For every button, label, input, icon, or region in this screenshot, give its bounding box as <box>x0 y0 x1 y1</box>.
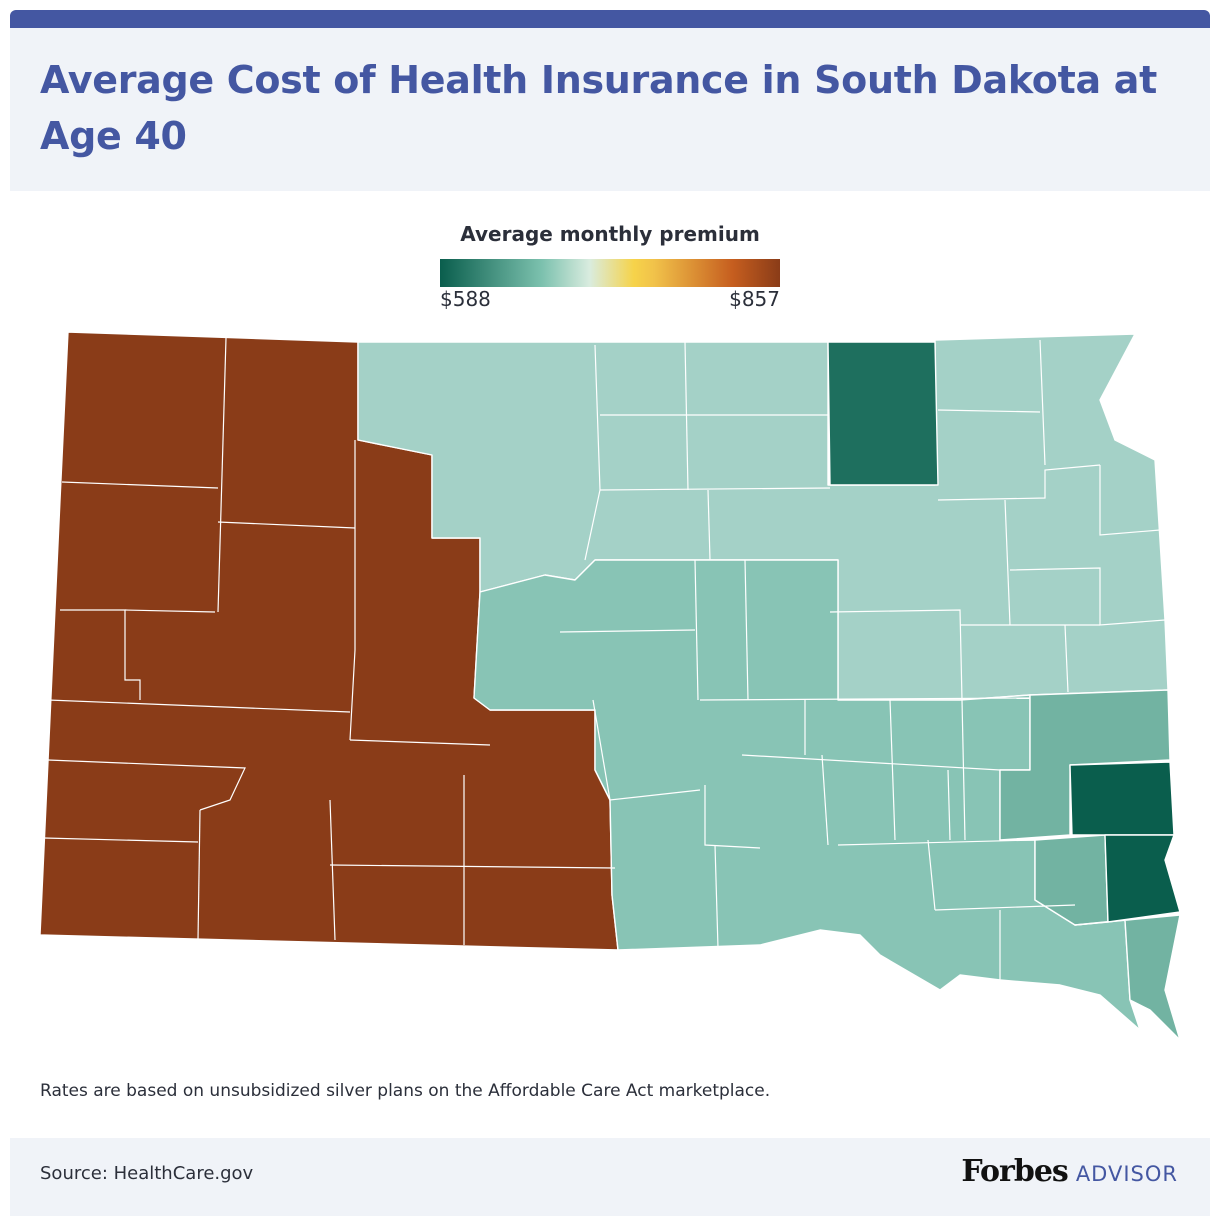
legend-max-label: $857 <box>729 287 780 311</box>
page-title: Average Cost of Health Insurance in Sout… <box>40 58 1157 158</box>
county-minnehaha <box>1069 761 1175 836</box>
legend-min-label: $588 <box>440 287 491 311</box>
county-lincoln <box>1104 834 1181 923</box>
brand-name: Forbes <box>961 1154 1068 1189</box>
footer-panel: Source: HealthCare.gov Forbes ADVISOR <box>10 1138 1210 1216</box>
top-accent-bar <box>10 10 1210 28</box>
county-borders <box>43 337 1166 980</box>
county-brown <box>827 341 939 486</box>
legend-title: Average monthly premium <box>460 222 760 246</box>
footnote: Rates are based on unsubsidized silver p… <box>40 1081 771 1101</box>
legend-gradient-bar <box>440 259 780 287</box>
brand-suffix: ADVISOR <box>1075 1162 1178 1186</box>
south-dakota-county-map <box>39 331 1181 1041</box>
region-se-medium-1 <box>999 689 1171 841</box>
source-label: Source: HealthCare.gov <box>40 1163 254 1184</box>
region-se-medium-3 <box>1074 914 1181 1041</box>
region-central-mid <box>473 559 1141 1031</box>
brand-logo: Forbes ADVISOR <box>961 1154 1178 1189</box>
header-panel: Average Cost of Health Insurance in Sout… <box>10 28 1210 191</box>
